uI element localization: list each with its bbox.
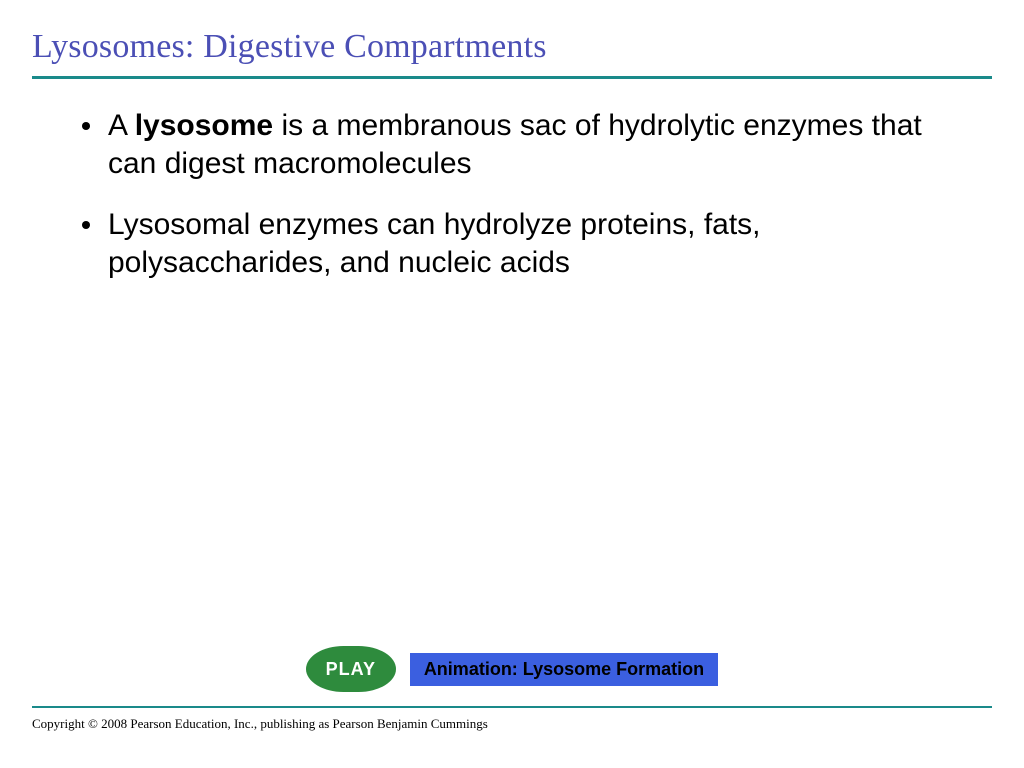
footer-rule	[32, 706, 992, 708]
bullet-prefix: A	[108, 109, 135, 142]
bullet-item: Lysosomal enzymes can hydrolyze proteins…	[82, 206, 964, 281]
bullet-list: A lysosome is a membranous sac of hydrol…	[32, 79, 992, 281]
bullet-rest: Lysosomal enzymes can hydrolyze proteins…	[108, 208, 761, 279]
bullet-dot-icon	[82, 122, 90, 130]
bullet-text: A lysosome is a membranous sac of hydrol…	[108, 107, 964, 182]
animation-title-label: Animation: Lysosome Formation	[410, 653, 718, 686]
bullet-item: A lysosome is a membranous sac of hydrol…	[82, 107, 964, 182]
slide-title: Lysosomes: Digestive Compartments	[32, 28, 992, 66]
play-button-label: PLAY	[326, 659, 376, 680]
bullet-dot-icon	[82, 221, 90, 229]
bullet-text: Lysosomal enzymes can hydrolyze proteins…	[108, 206, 964, 281]
copyright-text: Copyright © 2008 Pearson Education, Inc.…	[32, 716, 488, 732]
slide-container: Lysosomes: Digestive Compartments A lyso…	[0, 0, 1024, 768]
bullet-bold-term: lysosome	[135, 109, 273, 142]
animation-play-row: PLAY Animation: Lysosome Formation	[0, 646, 1024, 692]
play-button[interactable]: PLAY	[306, 646, 396, 692]
